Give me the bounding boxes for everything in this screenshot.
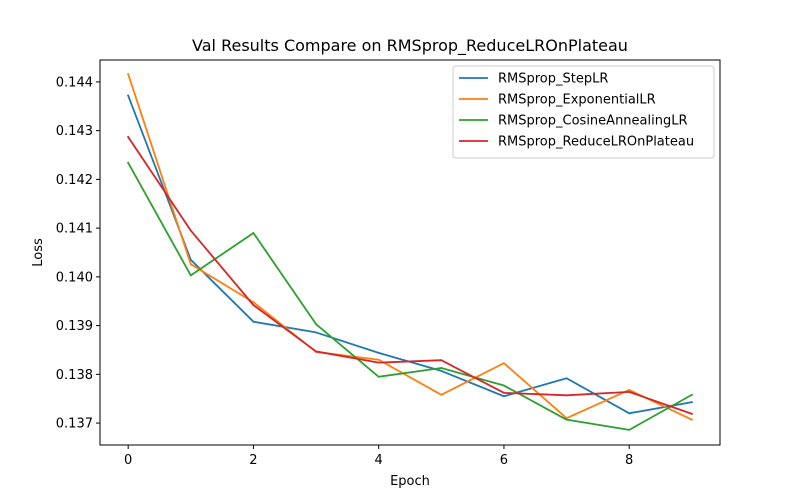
x-tick-label: 0: [124, 453, 132, 468]
data-point: [440, 367, 443, 369]
data-point: [189, 229, 192, 232]
data-point: [690, 418, 693, 421]
x-tick-label: 8: [625, 453, 633, 468]
data-point: [503, 384, 505, 387]
data-point: [503, 391, 505, 394]
y-tick-label: 0.138: [56, 368, 93, 383]
data-point: [377, 358, 380, 361]
data-point: [440, 370, 443, 372]
data-point: [628, 428, 631, 431]
series-line-1: [127, 72, 694, 421]
data-point: [628, 390, 631, 393]
data-point: [127, 94, 130, 97]
legend-box: [452, 65, 715, 159]
data-point: [377, 361, 380, 364]
x-tick-label: 4: [375, 453, 383, 468]
legend-label-0: RMSprop_StepLR: [498, 72, 608, 87]
data-point: [252, 232, 255, 234]
data-point: [565, 394, 568, 397]
series-line-2: [126, 161, 694, 431]
plot-frame: [99, 59, 721, 446]
data-point: [628, 412, 631, 415]
y-tick-label: 0.140: [56, 270, 93, 285]
data-point: [315, 323, 317, 326]
data-point: [503, 395, 505, 398]
data-point: [440, 393, 443, 396]
x-tick-label: 2: [249, 453, 257, 468]
data-point: [252, 301, 255, 304]
data-point: [315, 331, 317, 334]
data-point: [127, 161, 130, 164]
data-point: [252, 304, 255, 307]
data-point: [127, 136, 130, 138]
y-axis: 0.137 0.138 0.139 0.140 0.141 0.142 0.143 0.144: [56, 75, 100, 432]
chart-title: Val Results Compare on RMSprop_ReduceLRO…: [192, 36, 628, 56]
y-axis-label: Loss: [31, 238, 46, 267]
series-line-3: [126, 135, 693, 415]
x-tick-label: 6: [500, 453, 508, 468]
x-axis: 0 2 4 6 8: [124, 445, 633, 468]
y-tick-label: 0.143: [56, 124, 93, 139]
y-tick-label: 0.139: [56, 319, 93, 334]
y-tick-label: 0.142: [56, 173, 93, 188]
data-point: [690, 393, 693, 396]
data-point: [189, 274, 192, 277]
legend-label-1: RMSprop_ExponentialLR: [498, 93, 656, 108]
data-point: [628, 389, 631, 391]
y-tick-label: 0.144: [56, 75, 93, 90]
data-point: [690, 412, 693, 415]
data-point: [377, 351, 380, 354]
data-point: [189, 263, 192, 266]
legend-label-2: RMSprop_CosineAnnealingLR: [498, 114, 688, 129]
series-group: [126, 72, 694, 431]
data-point: [690, 401, 693, 404]
legend-label-3: RMSprop_ReduceLROnPlateau: [498, 135, 694, 150]
data-point: [440, 359, 443, 362]
legend: RMSprop_StepLR RMSprop_ExponentialLR RMSpr…: [452, 65, 715, 159]
data-point: [252, 320, 255, 323]
data-point: [315, 350, 317, 353]
data-point: [565, 377, 568, 380]
data-point: [127, 73, 130, 76]
data-point: [565, 418, 568, 421]
data-point: [377, 375, 380, 378]
data-point: [503, 362, 505, 365]
y-tick-label: 0.137: [56, 417, 93, 432]
y-tick-label: 0.141: [56, 222, 93, 237]
x-axis-label: Epoch: [390, 474, 430, 489]
